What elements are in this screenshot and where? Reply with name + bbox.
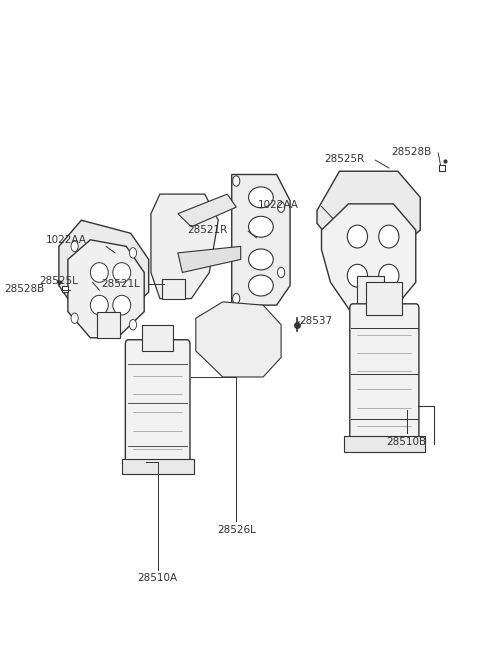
Circle shape <box>71 313 78 323</box>
PathPatch shape <box>322 204 416 315</box>
Bar <box>358 276 384 315</box>
Bar <box>162 279 185 298</box>
Bar <box>142 325 173 351</box>
Ellipse shape <box>249 275 273 296</box>
PathPatch shape <box>317 171 420 250</box>
Ellipse shape <box>348 264 368 287</box>
Circle shape <box>130 248 137 258</box>
Bar <box>97 312 120 338</box>
Text: 28528B: 28528B <box>4 284 44 294</box>
Circle shape <box>233 293 240 304</box>
Ellipse shape <box>249 249 273 270</box>
Ellipse shape <box>348 225 368 248</box>
Text: 28521L: 28521L <box>101 279 140 289</box>
Ellipse shape <box>249 187 273 208</box>
PathPatch shape <box>178 247 240 272</box>
FancyBboxPatch shape <box>350 304 419 443</box>
Text: 1022AA: 1022AA <box>258 200 299 210</box>
Ellipse shape <box>113 295 131 315</box>
Ellipse shape <box>379 225 399 248</box>
Text: 28528B: 28528B <box>391 147 432 157</box>
Ellipse shape <box>379 264 399 287</box>
FancyBboxPatch shape <box>125 340 190 466</box>
PathPatch shape <box>232 174 290 305</box>
Text: 28525L: 28525L <box>39 276 78 286</box>
Ellipse shape <box>90 262 108 282</box>
Text: 28521R: 28521R <box>187 225 227 235</box>
Ellipse shape <box>90 295 108 315</box>
PathPatch shape <box>59 220 149 318</box>
Circle shape <box>233 176 240 186</box>
Bar <box>366 282 402 315</box>
Text: 28537: 28537 <box>299 316 332 327</box>
Text: 28525R: 28525R <box>324 154 364 165</box>
Circle shape <box>130 319 137 330</box>
PathPatch shape <box>178 194 236 227</box>
Bar <box>344 436 425 452</box>
Text: 28510B: 28510B <box>387 438 427 447</box>
Circle shape <box>71 241 78 251</box>
PathPatch shape <box>151 194 218 298</box>
Circle shape <box>277 202 285 213</box>
Text: 1022AA: 1022AA <box>46 235 86 245</box>
Ellipse shape <box>249 216 273 237</box>
Ellipse shape <box>113 262 131 282</box>
Circle shape <box>277 267 285 277</box>
Bar <box>122 459 193 474</box>
PathPatch shape <box>68 240 144 338</box>
Text: 28526L: 28526L <box>217 525 256 535</box>
Text: 28510A: 28510A <box>138 573 178 583</box>
PathPatch shape <box>196 302 281 377</box>
